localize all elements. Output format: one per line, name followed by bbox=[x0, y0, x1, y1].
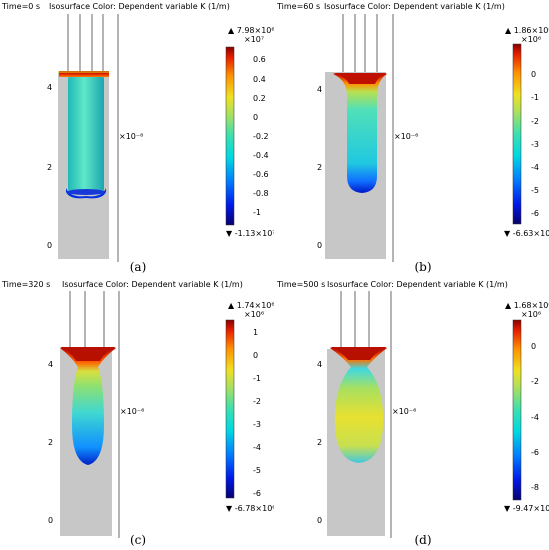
droplet-isosurface bbox=[68, 75, 104, 193]
y-tick-0: 0 bbox=[317, 516, 322, 525]
y-tick-4: 4 bbox=[317, 85, 322, 94]
colorbar bbox=[225, 319, 235, 499]
colorbar-max: ▲ 7.98×10⁶ bbox=[228, 26, 274, 35]
axis-multiplier: ×10⁻⁶ bbox=[119, 132, 143, 141]
colorbar-exponent: ×10⁶ bbox=[244, 310, 264, 319]
panel-b: Time=60 s Isosurface Color: Dependent va… bbox=[275, 0, 549, 275]
y-tick-2: 2 bbox=[317, 163, 322, 172]
colorbar-max: ▲ 1.74×10⁶ bbox=[228, 301, 274, 310]
droplet-isosurface bbox=[333, 74, 387, 193]
y-tick-0: 0 bbox=[48, 516, 53, 525]
colorbar-exponent: ×10⁷ bbox=[244, 35, 264, 44]
colorbar-tick: 0.4 bbox=[253, 75, 266, 84]
panel-c: Time=320 s Isosurface Color: Dependent v… bbox=[0, 275, 274, 550]
time-label: Time=320 s bbox=[1, 280, 50, 289]
plot-title: Isosurface Color: Dependent variable K (… bbox=[327, 280, 508, 289]
y-tick-4: 4 bbox=[317, 360, 322, 369]
colorbar-tick: -1 bbox=[531, 93, 539, 102]
panel-b-svg: Time=60 s Isosurface Color: Dependent va… bbox=[276, 2, 549, 262]
colorbar-tick: 0.2 bbox=[253, 94, 266, 103]
colorbar-tick: -1 bbox=[253, 374, 261, 383]
panel-d-svg: Time=500 s Isosurface Color: Dependent v… bbox=[276, 280, 549, 538]
panel-d: Time=500 s Isosurface Color: Dependent v… bbox=[275, 275, 549, 550]
y-tick-2: 2 bbox=[317, 438, 322, 447]
colorbar-tick: 0 bbox=[531, 70, 536, 79]
colorbar-tick: -5 bbox=[531, 186, 539, 195]
colorbar-tick: -5 bbox=[253, 466, 261, 475]
colorbar-tick: -4 bbox=[253, 443, 261, 452]
colorbar-tick: -3 bbox=[253, 420, 261, 429]
colorbar-tick: -8 bbox=[531, 483, 539, 492]
colorbar-tick: 0.6 bbox=[253, 55, 266, 64]
colorbar-tick: 1 bbox=[253, 328, 258, 337]
colorbar-tick: -4 bbox=[531, 163, 539, 172]
panel-a: Time=0 s Isosurface Color: Dependent var… bbox=[0, 0, 274, 275]
time-label: Time=500 s bbox=[276, 280, 325, 289]
colorbar-max: ▲ 1.86×10⁶ bbox=[505, 26, 549, 35]
colorbar-min: ▼ -9.47×10⁶ bbox=[504, 504, 549, 513]
colorbar-exponent: ×10⁶ bbox=[521, 310, 541, 319]
colorbar-tick: 0 bbox=[531, 342, 536, 351]
colorbar-min: ▼ -6.63×10⁶ bbox=[504, 229, 549, 238]
colorbar-tick: 0 bbox=[253, 351, 258, 360]
colorbar-min: ▼ -6.78×10⁶ bbox=[226, 504, 274, 513]
colorbar bbox=[512, 43, 522, 225]
panel-caption: (a) bbox=[129, 260, 147, 274]
colorbar-tick: -6 bbox=[253, 489, 261, 498]
colorbar-tick: -1 bbox=[253, 208, 261, 217]
y-tick-4: 4 bbox=[47, 83, 52, 92]
axis-multiplier: ×10⁻⁶ bbox=[392, 407, 416, 416]
colorbar-max: ▲ 1.68×10⁶ bbox=[505, 301, 549, 310]
y-tick-0: 0 bbox=[47, 241, 52, 250]
colorbar-min: ▼ -1.13×10⁷ bbox=[226, 229, 274, 238]
axis-multiplier: ×10⁻⁶ bbox=[394, 132, 418, 141]
droplet-isosurface bbox=[60, 348, 116, 465]
panel-caption: (b) bbox=[414, 260, 432, 274]
colorbar-tick: 0 bbox=[253, 113, 258, 122]
time-label: Time=0 s bbox=[1, 2, 40, 11]
plot-title: Isosurface Color: Dependent variable K (… bbox=[62, 280, 243, 289]
colorbar-exponent: ×10⁶ bbox=[521, 35, 541, 44]
panel-a-svg: Time=0 s Isosurface Color: Dependent var… bbox=[1, 2, 274, 262]
colorbar-tick: -0.4 bbox=[253, 151, 269, 160]
y-tick-0: 0 bbox=[317, 241, 322, 250]
plot-title: Isosurface Color: Dependent variable K (… bbox=[49, 2, 230, 11]
colorbar-tick: -6 bbox=[531, 448, 539, 457]
colorbar-tick: -0.8 bbox=[253, 189, 269, 198]
colorbar-tick: -0.6 bbox=[253, 170, 269, 179]
colorbar-tick: -4 bbox=[531, 413, 539, 422]
plot-title: Isosurface Color: Dependent variable K (… bbox=[324, 2, 505, 11]
colorbar-tick: -2 bbox=[531, 117, 539, 126]
droplet-isosurface bbox=[330, 348, 387, 463]
y-tick-2: 2 bbox=[48, 438, 53, 447]
colorbar-tick: -0.2 bbox=[253, 132, 269, 141]
y-tick-4: 4 bbox=[48, 360, 53, 369]
colorbar bbox=[225, 46, 235, 226]
colorbar-tick: -2 bbox=[253, 397, 261, 406]
axis-multiplier: ×10⁻⁶ bbox=[120, 407, 144, 416]
panel-caption: (c) bbox=[129, 533, 147, 547]
time-label: Time=60 s bbox=[276, 2, 320, 11]
y-tick-2: 2 bbox=[47, 163, 52, 172]
colorbar-tick: -6 bbox=[531, 209, 539, 218]
colorbar-tick: -3 bbox=[531, 140, 539, 149]
panel-caption: (d) bbox=[414, 533, 432, 547]
colorbar bbox=[512, 319, 522, 501]
colorbar-tick: -2 bbox=[531, 377, 539, 386]
panel-c-svg: Time=320 s Isosurface Color: Dependent v… bbox=[1, 280, 274, 538]
